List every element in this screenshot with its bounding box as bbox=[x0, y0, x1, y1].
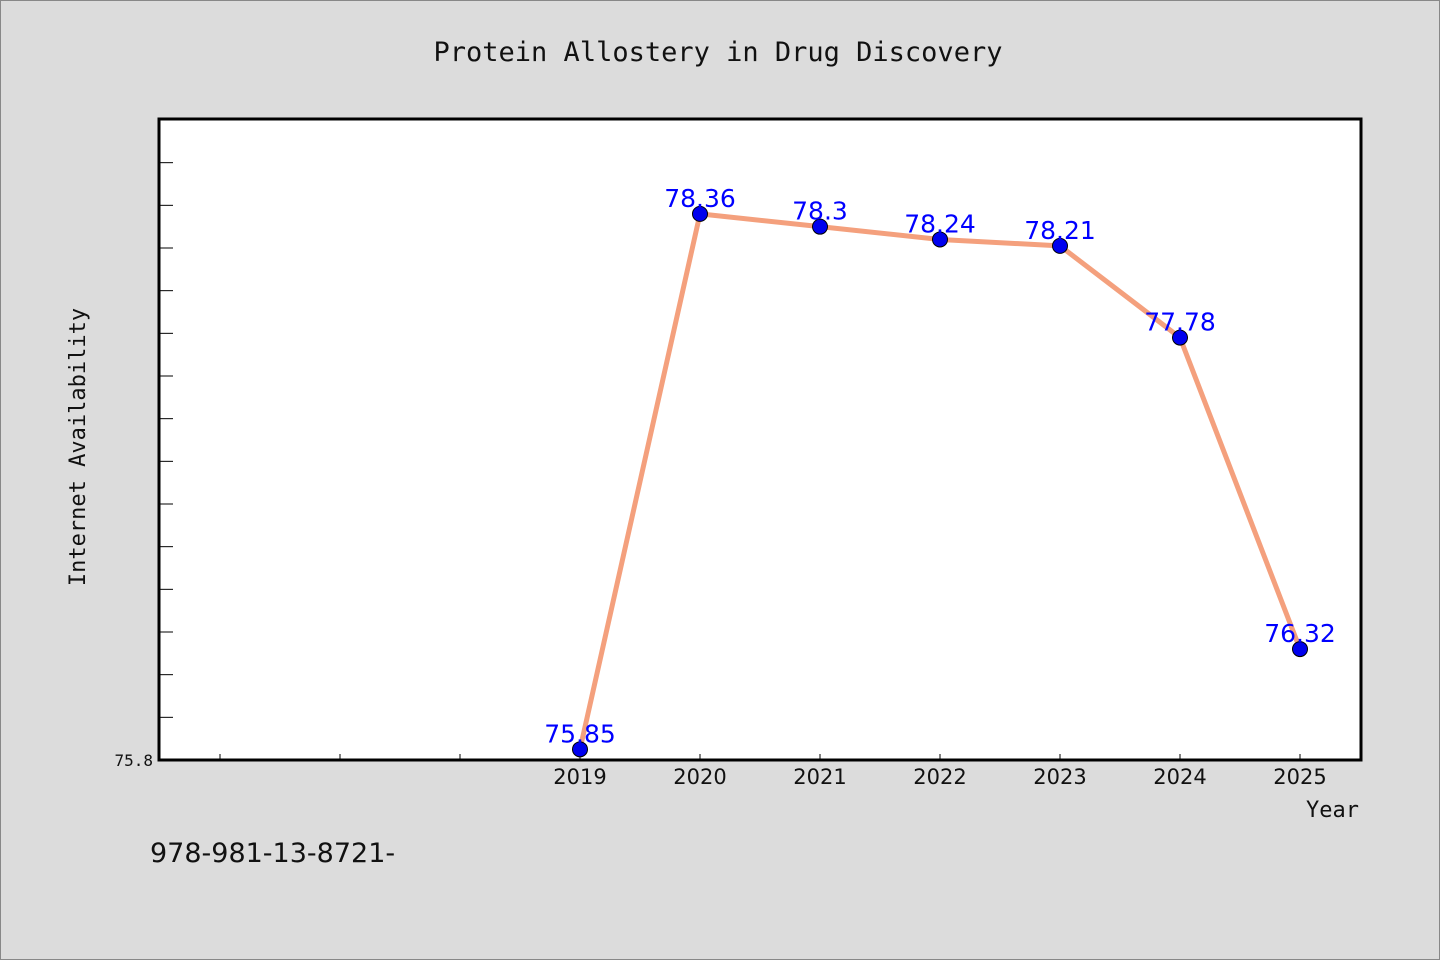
data-label: 78.3 bbox=[792, 197, 848, 226]
data-label: 78.21 bbox=[1024, 216, 1096, 245]
chart-title: Protein Allostery in Drug Discovery bbox=[434, 37, 1003, 68]
x-axis-label: Year bbox=[1306, 798, 1359, 823]
data-label: 77.78 bbox=[1144, 308, 1216, 337]
y-axis-label: Internet Availability bbox=[66, 308, 91, 586]
data-point bbox=[812, 218, 828, 235]
data-point bbox=[1172, 329, 1188, 346]
data-point bbox=[572, 741, 588, 758]
x-tick-label: 2020 bbox=[673, 765, 726, 789]
x-tick-label: 2021 bbox=[793, 765, 846, 789]
data-label: 75.85 bbox=[544, 719, 616, 748]
data-point bbox=[692, 205, 708, 222]
plot-area bbox=[157, 117, 1363, 762]
data-label: 78.36 bbox=[664, 184, 736, 213]
data-point bbox=[1292, 641, 1308, 658]
x-tick-label: 2024 bbox=[1153, 765, 1206, 789]
x-axis-ticks: 2019 2020 2021 2022 2023 2024 2025 bbox=[219, 754, 1327, 789]
footer-isbn: 978-981-13-8721- bbox=[150, 838, 395, 869]
y-axis-min-label: 75.8 bbox=[114, 751, 153, 770]
data-point bbox=[932, 231, 948, 248]
series-layer: 75.85 78.36 78.3 78.24 78.21 77.78 76.32 bbox=[544, 184, 1336, 758]
data-point bbox=[1052, 237, 1068, 254]
data-label: 78.24 bbox=[904, 209, 976, 238]
x-tick-label: 2022 bbox=[913, 765, 966, 789]
x-tick-label: 2023 bbox=[1033, 765, 1086, 789]
x-tick-label: 2025 bbox=[1273, 765, 1326, 789]
data-label: 76.32 bbox=[1264, 619, 1336, 648]
x-tick-label: 2019 bbox=[553, 765, 606, 789]
y-axis-ticks bbox=[160, 162, 173, 718]
